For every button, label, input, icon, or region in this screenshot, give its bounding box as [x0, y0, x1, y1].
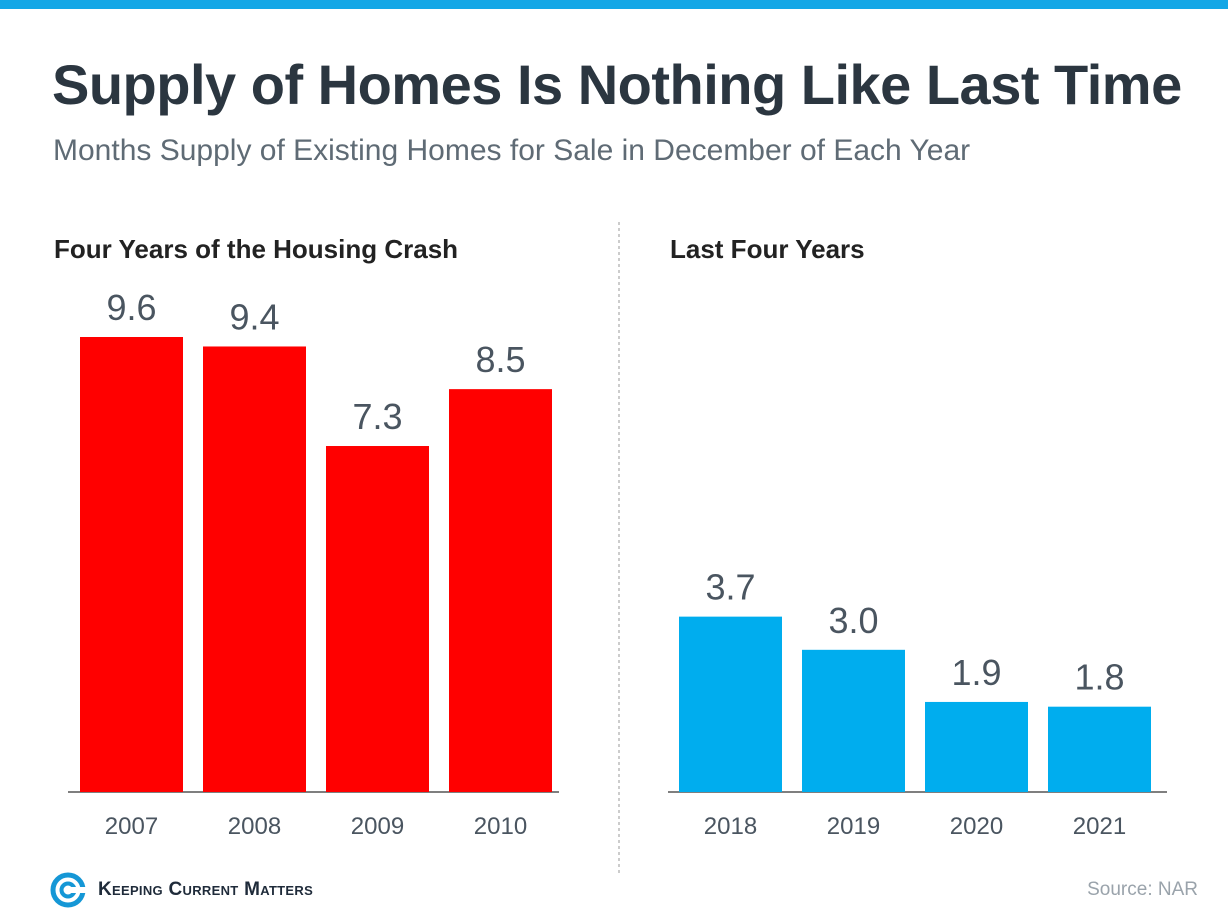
bar [679, 616, 782, 792]
chart-subtitle: Months Supply of Existing Homes for Sale… [53, 134, 971, 167]
bar [326, 446, 429, 792]
x-tick-label: 2009 [351, 813, 404, 840]
x-tick-label: 2018 [704, 813, 757, 840]
bar [203, 346, 306, 792]
data-label: 1.9 [951, 652, 1001, 693]
data-label: 9.6 [106, 287, 156, 328]
bar [1048, 706, 1151, 792]
x-tick-label: 2019 [827, 813, 880, 840]
x-tick-label: 2021 [1073, 813, 1126, 840]
kcm-swirl-icon [50, 872, 86, 908]
data-label: 3.0 [828, 600, 878, 641]
bar [80, 337, 183, 792]
data-label: 7.3 [352, 396, 402, 437]
bar [802, 649, 905, 792]
data-label: 8.5 [475, 339, 525, 380]
data-label: 1.8 [1074, 657, 1124, 698]
logo-text: Keeping Current Matters [98, 879, 314, 900]
source-note: Source: NAR [1087, 879, 1198, 900]
data-label: 3.7 [705, 567, 755, 608]
x-tick-label: 2008 [228, 813, 281, 840]
data-label: 9.4 [229, 296, 279, 337]
x-tick-label: 2010 [474, 813, 527, 840]
chart-title: Supply of Homes Is Nothing Like Last Tim… [52, 53, 1182, 116]
bar [449, 389, 552, 792]
kcm-logo: Keeping Current Matters [50, 872, 313, 908]
bar [925, 701, 1028, 792]
x-tick-label: 2007 [105, 813, 158, 840]
x-tick-label: 2020 [950, 813, 1003, 840]
panel-title: Last Four Years [670, 234, 865, 264]
top-accent-bar [0, 0, 1228, 9]
panel-title: Four Years of the Housing Crash [54, 234, 458, 264]
